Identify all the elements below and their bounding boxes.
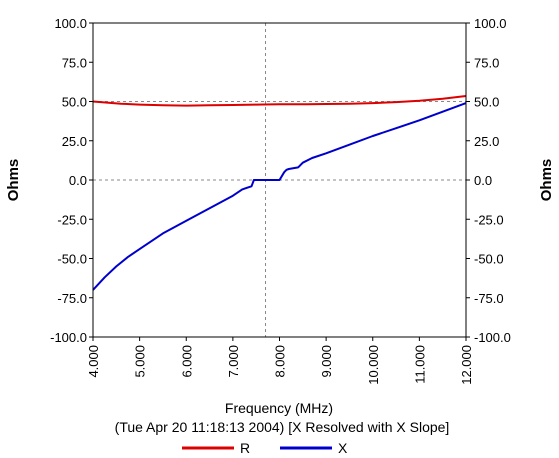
y-tick-label-left: 25.0 (62, 134, 87, 149)
x-tick-label: 7.000 (226, 345, 241, 378)
y-tick-label-right: -100.0 (474, 330, 511, 345)
y-tick-label-right: 0.0 (474, 173, 492, 188)
y-tick-label-left: -50.0 (57, 252, 87, 267)
x-tick-label: 9.000 (319, 345, 334, 378)
y-tick-label-left: 100.0 (54, 16, 87, 31)
y-tick-label-right: -25.0 (474, 212, 504, 227)
legend-label-r: R (240, 440, 250, 456)
series-line-r (92, 95, 467, 107)
y-tick-label-left: 0.0 (69, 173, 87, 188)
y-tick-label-left: -75.0 (57, 291, 87, 306)
y-tick-label-right: 50.0 (474, 95, 499, 110)
y-axis-label-left: Ohms (5, 159, 22, 202)
y-tick-label-right: -75.0 (474, 291, 504, 306)
x-tick-label: 12.000 (459, 345, 474, 385)
y-axis-label-right: Ohms (538, 159, 555, 202)
chart-subtitle: (Tue Apr 20 11:18:13 2004) [X Resolved w… (115, 419, 450, 435)
y-tick-label-right: 75.0 (474, 55, 499, 70)
y-tick-label-right: 100.0 (474, 16, 507, 31)
x-tick-label: 11.000 (412, 345, 427, 384)
series-line-x (92, 102, 467, 291)
x-tick-label: 10.000 (366, 345, 381, 385)
x-tick-label: 5.000 (133, 345, 148, 378)
y-tick-label-right: 25.0 (474, 134, 499, 149)
series-layer (92, 95, 467, 291)
x-tick-label: 6.000 (179, 345, 194, 378)
tick-layer: 100.0 100.0 75.0 75.0 50.0 50.0 25.0 25.0 0.0 0.0… (50, 16, 511, 385)
y-tick-label-right: -50.0 (474, 252, 504, 267)
y-tick-label-left: 50.0 (62, 95, 87, 110)
x-axis-label: Frequency (MHz) (225, 400, 333, 416)
y-tick-label-left: -25.0 (57, 212, 87, 227)
x-tick-label: 8.000 (273, 345, 288, 378)
y-tick-label-left: 75.0 (62, 55, 87, 70)
x-tick-label: 4.000 (86, 345, 101, 378)
y-tick-label-left: -100.0 (50, 330, 87, 345)
legend-label-x: X (338, 440, 348, 456)
